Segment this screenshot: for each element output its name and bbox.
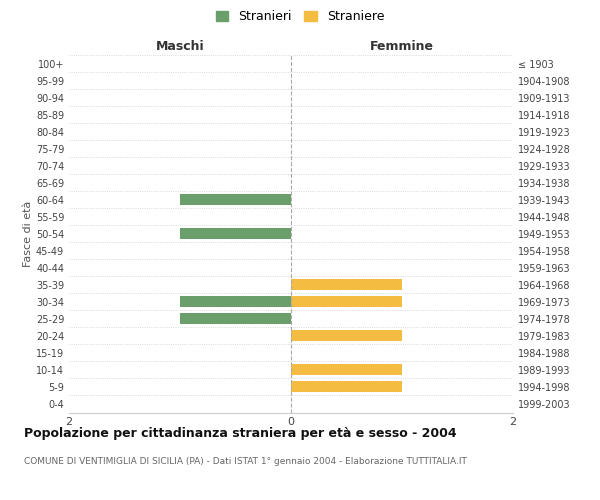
Bar bbox=[180, 296, 291, 308]
Bar bbox=[291, 280, 402, 290]
Text: Femmine: Femmine bbox=[370, 40, 434, 52]
Bar bbox=[291, 364, 402, 376]
Bar bbox=[291, 382, 402, 392]
Text: Popolazione per cittadinanza straniera per età e sesso - 2004: Popolazione per cittadinanza straniera p… bbox=[24, 428, 457, 440]
Bar bbox=[291, 330, 402, 342]
Text: Maschi: Maschi bbox=[155, 40, 205, 52]
Legend: Stranieri, Straniere: Stranieri, Straniere bbox=[212, 6, 388, 26]
Bar bbox=[180, 228, 291, 239]
Y-axis label: Fasce di età: Fasce di età bbox=[23, 200, 33, 267]
Bar bbox=[291, 296, 402, 308]
Bar bbox=[180, 194, 291, 205]
Text: COMUNE DI VENTIMIGLIA DI SICILIA (PA) - Dati ISTAT 1° gennaio 2004 - Elaborazion: COMUNE DI VENTIMIGLIA DI SICILIA (PA) - … bbox=[24, 458, 467, 466]
Bar bbox=[180, 314, 291, 324]
